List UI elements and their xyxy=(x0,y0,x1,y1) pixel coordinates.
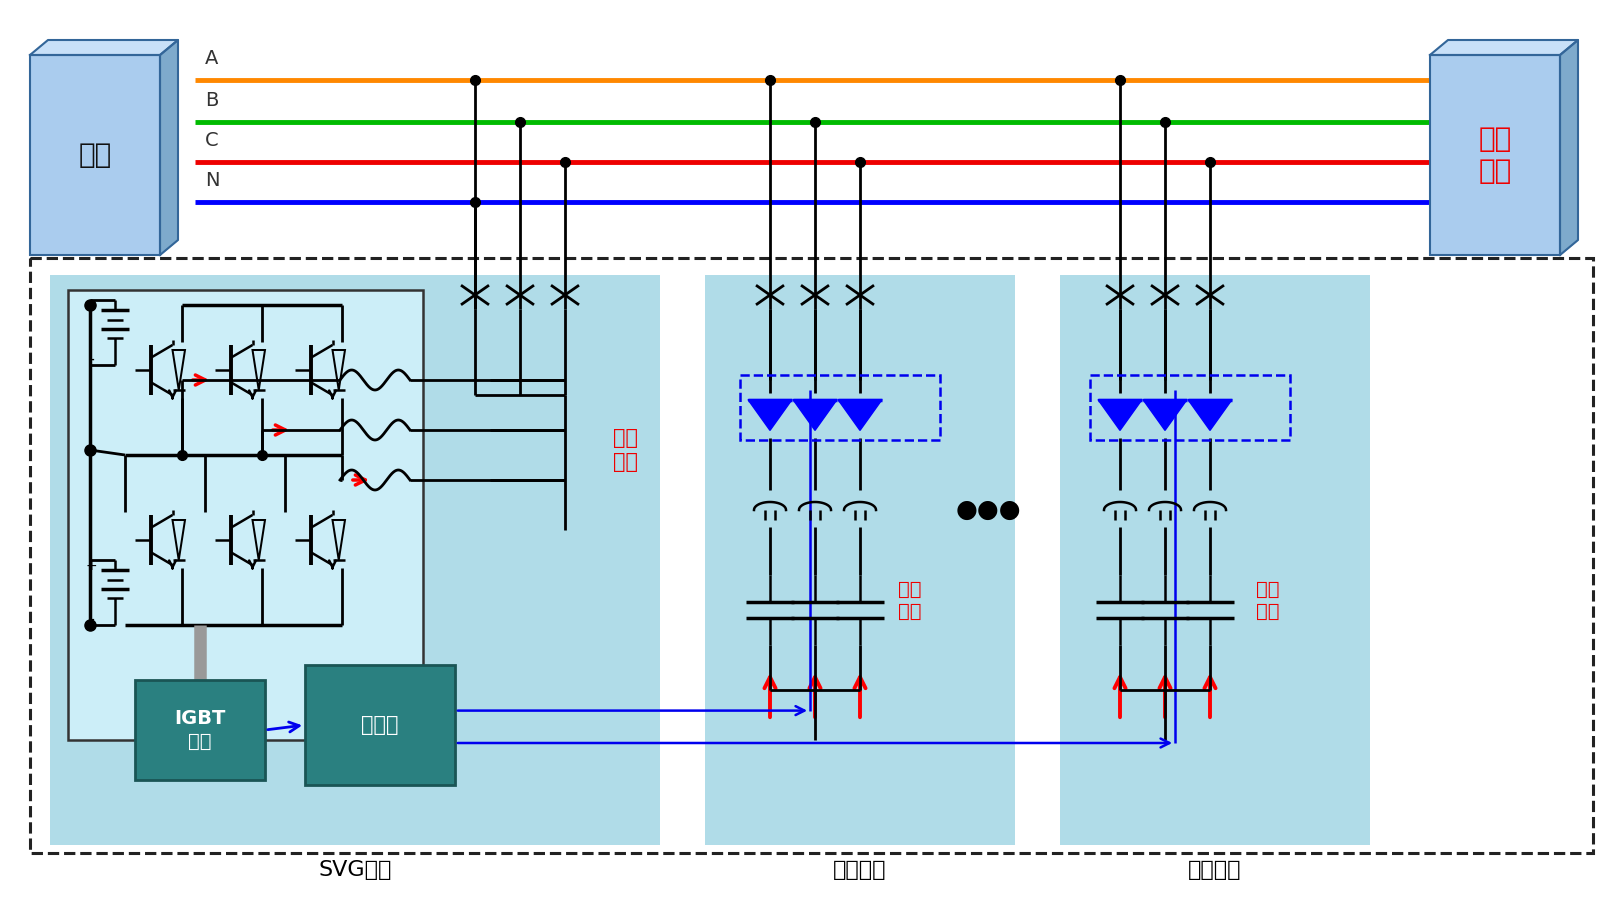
Bar xyxy=(135,680,265,780)
Text: +: + xyxy=(84,559,97,574)
Text: ●●●: ●●● xyxy=(956,498,1021,522)
Polygon shape xyxy=(1560,40,1578,255)
Polygon shape xyxy=(1188,400,1232,430)
Bar xyxy=(1430,55,1560,255)
Text: -: - xyxy=(88,610,94,628)
Bar xyxy=(50,275,661,845)
Text: 电容支路: 电容支路 xyxy=(833,860,886,880)
Text: 电容支路: 电容支路 xyxy=(1188,860,1242,880)
Bar xyxy=(305,665,454,785)
Text: A: A xyxy=(204,48,219,67)
Polygon shape xyxy=(161,40,179,255)
Bar xyxy=(29,258,1594,853)
Text: IGBT
驱动: IGBT 驱动 xyxy=(174,709,226,751)
Polygon shape xyxy=(1143,400,1186,430)
Bar xyxy=(740,375,940,440)
Bar xyxy=(1060,275,1370,845)
Text: B: B xyxy=(204,91,219,110)
Bar xyxy=(1091,375,1290,440)
Polygon shape xyxy=(794,400,837,430)
Bar xyxy=(29,55,161,255)
Text: +: + xyxy=(84,300,97,313)
Text: 容性
电流: 容性 电流 xyxy=(612,428,638,471)
Polygon shape xyxy=(748,400,792,430)
Polygon shape xyxy=(837,400,881,430)
Text: 电网: 电网 xyxy=(78,141,112,169)
Text: 控制器: 控制器 xyxy=(362,715,399,735)
Bar xyxy=(704,275,1014,845)
Text: -: - xyxy=(88,349,94,367)
Bar xyxy=(68,290,424,740)
Text: C: C xyxy=(204,130,219,149)
Polygon shape xyxy=(1099,400,1143,430)
Text: SVG支路: SVG支路 xyxy=(318,860,391,880)
Polygon shape xyxy=(1430,40,1578,55)
Text: 感性
负载: 感性 负载 xyxy=(1479,125,1511,185)
Text: 容性
电流: 容性 电流 xyxy=(1256,579,1281,621)
Text: N: N xyxy=(204,171,219,189)
Polygon shape xyxy=(29,40,179,55)
Text: 容性
电流: 容性 电流 xyxy=(898,579,922,621)
